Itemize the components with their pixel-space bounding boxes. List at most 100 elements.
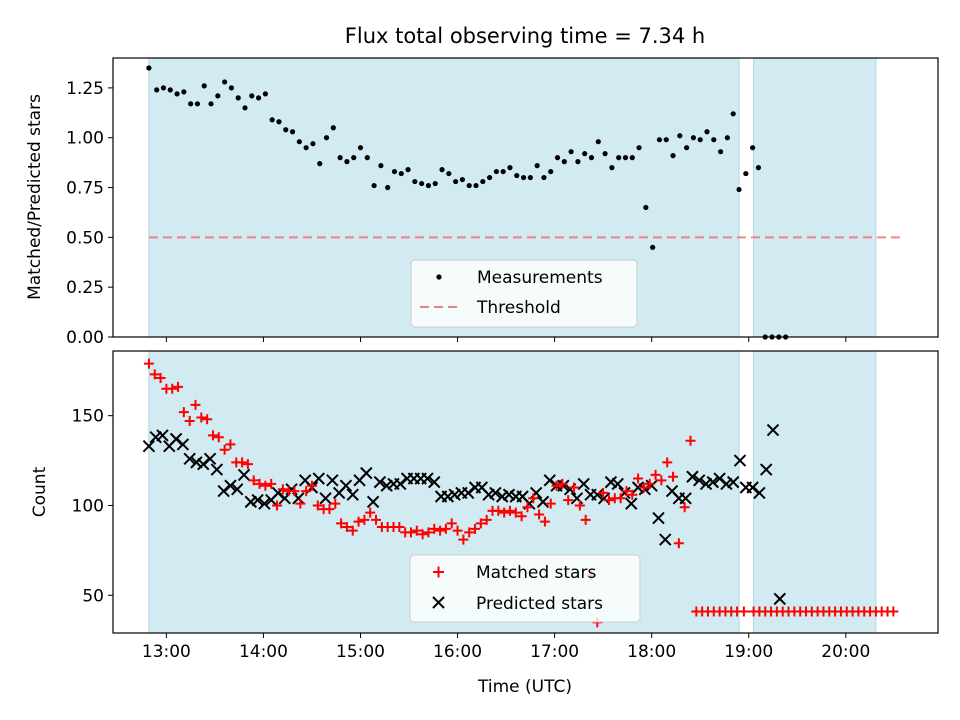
predicted-point (536, 495, 550, 509)
matched-point (272, 500, 283, 511)
measurement-point (255, 95, 262, 101)
measurement-point (235, 95, 241, 101)
measurement-point (378, 163, 384, 169)
predicted-point (679, 492, 692, 505)
measurement-point (636, 145, 642, 151)
predicted-point (224, 479, 237, 492)
predicted-point (577, 477, 590, 491)
matched-point (149, 369, 160, 380)
measurement-point (684, 145, 690, 151)
matched-point (237, 457, 248, 468)
matched-point (615, 493, 626, 504)
measurement-point (527, 174, 533, 181)
x-tick-label: 16:00 (433, 642, 482, 662)
y-tick-label: 0.00 (66, 328, 104, 348)
measurement-point (711, 137, 717, 143)
y-tick-label: 1.00 (66, 129, 104, 149)
measurement-point (561, 159, 567, 165)
matched-point (598, 487, 609, 498)
figure-title: Flux total observing time = 7.34 h (345, 24, 705, 48)
measurement-point (616, 155, 622, 161)
matched-point (481, 514, 492, 525)
y-tick-label: 1.25 (66, 79, 104, 99)
measurement-point (609, 165, 615, 171)
matched-point (551, 480, 562, 491)
measurement-point (330, 125, 336, 131)
legend-threshold: Threshold (476, 298, 561, 318)
matched-point (301, 486, 312, 497)
matched-point (446, 518, 457, 529)
measurement-point (425, 182, 432, 189)
measurement-point (446, 170, 452, 177)
matched-point (563, 495, 574, 506)
matched-point (295, 498, 306, 509)
measurement-point (181, 89, 187, 95)
matched-point (452, 525, 463, 536)
predicted-point (753, 486, 766, 500)
predicted-point (366, 495, 380, 509)
predicted-point (625, 497, 638, 510)
matched-point (143, 358, 154, 369)
measurement-point (650, 244, 656, 250)
matched-point (225, 439, 236, 450)
matched-point (504, 505, 515, 516)
top-legend: Measurements Threshold (410, 259, 638, 328)
matched-point (207, 430, 218, 441)
matched-point (673, 538, 684, 549)
predicted-point (360, 466, 373, 480)
measurement-point (453, 178, 459, 185)
predicted-point (183, 452, 196, 465)
matched-point (534, 509, 545, 520)
matched-point (633, 473, 644, 484)
measurement-point (337, 155, 343, 161)
matched-point (196, 412, 207, 423)
matched-point (470, 523, 481, 534)
measurement-point (344, 159, 350, 165)
measurement-point (146, 65, 152, 71)
measurement-point (514, 172, 520, 179)
predicted-point (203, 452, 217, 465)
measurement-point (473, 182, 479, 189)
predicted-point (659, 533, 672, 546)
matched-point (213, 432, 224, 443)
bottom-axes-frame (112, 350, 939, 634)
matched-point (260, 480, 271, 491)
measurement-point (750, 145, 756, 151)
measurement-point (656, 137, 663, 143)
predicted-point (759, 463, 773, 476)
predicted-point (686, 470, 699, 483)
measurement-point (208, 101, 214, 107)
measurement-point (385, 184, 391, 191)
matched-point (289, 486, 300, 497)
y-tick-label: 0.75 (66, 179, 104, 199)
matched-point (248, 475, 259, 486)
predicted-point (766, 423, 780, 437)
measurement-point (269, 117, 275, 123)
matched-point (429, 523, 440, 534)
matched-point (580, 514, 591, 525)
measurement-point (296, 139, 302, 145)
measurement-point (154, 87, 160, 93)
matched-point (528, 493, 539, 504)
matched-point (644, 478, 655, 489)
predicted-point (312, 472, 325, 485)
matched-point (738, 606, 749, 617)
matched-point (679, 502, 690, 513)
measurement-point (412, 178, 418, 185)
measurement-point (215, 93, 221, 99)
matched-point (435, 525, 446, 536)
measurement-point (643, 204, 649, 211)
measurement-point (534, 163, 540, 169)
bottom-ylabel: Count (30, 466, 50, 517)
matched-point (306, 480, 317, 491)
predicted-point (726, 475, 740, 489)
legend-measurements: Measurements (477, 268, 603, 288)
matched-point (254, 478, 265, 489)
predicted-point (339, 479, 353, 492)
matched-point (545, 498, 556, 509)
measurement-point (174, 91, 180, 97)
measurement-point (663, 137, 669, 143)
bottom-legend: Matched stars Predicted stars (409, 554, 641, 623)
x-tick-label: 18:00 (627, 642, 676, 662)
measurement-point (743, 170, 749, 177)
